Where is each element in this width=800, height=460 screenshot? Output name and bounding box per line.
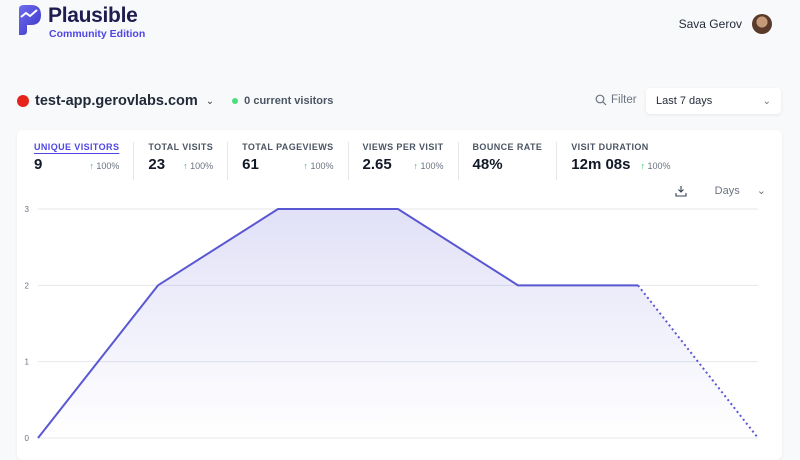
user-name: Sava Gerov: [678, 17, 742, 31]
stat-value: 12m 08s: [571, 156, 631, 173]
stat-value: 9: [34, 156, 43, 173]
interval-select[interactable]: Days ⌄: [701, 184, 766, 197]
arrow-up-icon: ↑: [640, 161, 645, 171]
filter-button[interactable]: Filter: [595, 94, 637, 106]
avatar[interactable]: [752, 14, 772, 34]
interval-label: Days: [714, 185, 740, 197]
stat-change-value: 100%: [310, 161, 334, 171]
current-visitors[interactable]: 0 current visitors: [232, 95, 333, 107]
search-icon: [595, 94, 607, 106]
stat-change-value: 100%: [190, 161, 214, 171]
stat-label: UNIQUE VISITORS: [34, 142, 120, 152]
top-stats: UNIQUE VISITORS 9 ↑ 100% TOTAL VISITS 23 ↑ …: [17, 130, 782, 180]
stat-total-visits[interactable]: TOTAL VISITS 23 ↑ 100%: [148, 142, 229, 180]
stat-change: ↑ 100%: [183, 161, 213, 171]
arrow-up-icon: ↑: [303, 161, 308, 171]
plausible-logo-icon: [19, 5, 41, 35]
arrow-up-icon: ↑: [413, 161, 418, 171]
site-favicon-icon: [17, 95, 29, 107]
chevron-down-icon[interactable]: ⌄: [205, 95, 215, 107]
stat-views-per-visit[interactable]: VIEWS PER VISIT 2.65 ↑ 100%: [363, 142, 459, 180]
stat-change: ↑ 100%: [303, 161, 333, 171]
period-label: Last 7 days: [656, 95, 713, 107]
arrow-up-icon: ↑: [183, 161, 188, 171]
stat-value: 2.65: [362, 156, 392, 173]
stat-change-value: 100%: [647, 161, 671, 171]
stat-change: ↑ 100%: [413, 161, 443, 171]
site-name: test-app.gerovlabs.com: [35, 93, 198, 109]
brand-name: Plausible: [48, 4, 138, 27]
stat-label: VIEWS PER VISIT: [362, 142, 444, 152]
stat-value: 48%: [472, 156, 503, 173]
chevron-down-icon: ⌄: [756, 185, 766, 197]
filter-label: Filter: [611, 94, 637, 106]
stat-visit-duration[interactable]: VISIT DURATION 12m 08s ↑ 100%: [571, 142, 684, 180]
arrow-up-icon: ↑: [89, 161, 94, 171]
logo[interactable]: Plausible Community Edition: [17, 5, 145, 40]
stat-label: TOTAL PAGEVIEWS: [242, 142, 334, 152]
period-select[interactable]: Last 7 days ⌄: [646, 88, 781, 114]
current-visitors-label: 0 current visitors: [244, 95, 334, 107]
stat-bounce-rate[interactable]: BOUNCE RATE 48%: [473, 142, 558, 180]
stat-value: 23: [148, 156, 166, 173]
live-dot-icon: [232, 98, 239, 104]
stat-change-value: 100%: [96, 161, 120, 171]
edition-label: Community Edition: [49, 28, 146, 40]
stat-label: BOUNCE RATE: [472, 142, 543, 152]
stat-change-value: 100%: [420, 161, 444, 171]
main-graph-card: UNIQUE VISITORS 9 ↑ 100% TOTAL VISITS 23 ↑ …: [17, 130, 782, 460]
stat-change: ↑ 100%: [89, 161, 119, 171]
download-icon[interactable]: [675, 185, 687, 197]
stat-unique-visitors[interactable]: UNIQUE VISITORS 9 ↑ 100%: [34, 142, 135, 180]
stat-change: ↑ 100%: [640, 161, 670, 171]
stat-value: 61: [242, 156, 259, 173]
stat-label: TOTAL VISITS: [148, 142, 214, 152]
chevron-down-icon: ⌄: [762, 95, 771, 107]
stat-label: VISIT DURATION: [571, 142, 649, 152]
site-switcher[interactable]: test-app.gerovlabs.com ⌄ 0 current visit…: [17, 93, 333, 109]
stat-total-pageviews[interactable]: TOTAL PAGEVIEWS 61 ↑ 100%: [242, 142, 349, 180]
user-menu[interactable]: Sava Gerov: [679, 14, 772, 34]
